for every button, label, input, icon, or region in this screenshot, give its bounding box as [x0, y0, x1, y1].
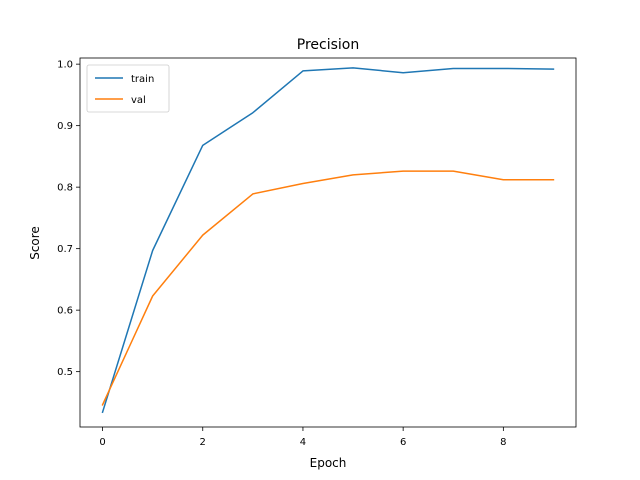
axes-frame	[79, 57, 577, 428]
y-tick-label: 0.8	[57, 183, 73, 194]
series-line-val	[101, 170, 555, 406]
x-tick-label: 4	[300, 437, 306, 448]
legend: train val	[86, 64, 170, 113]
y-tick-label: 0.6	[57, 306, 73, 317]
legend-label-val: val	[131, 95, 146, 106]
x-tick-label: 0	[99, 437, 105, 448]
x-tick-label: 6	[400, 437, 406, 448]
series-line-train	[101, 67, 555, 414]
y-tick-label: 0.5	[57, 367, 73, 378]
y-tick-label: 0.9	[57, 121, 73, 132]
y-tick-label: 0.7	[57, 244, 73, 255]
x-tick-label: 8	[500, 437, 506, 448]
x-axis-label: Epoch	[310, 456, 347, 470]
legend-box	[86, 64, 170, 113]
y-tick-label: 1.0	[57, 60, 73, 71]
chart-title: Precision	[297, 37, 359, 53]
plot-area: 0 2 4 6 8 0.5 0.6 0.7 0.8 0.9 1.0	[57, 57, 577, 448]
y-axis-label: Score	[28, 226, 42, 260]
legend-label-train: train	[131, 74, 154, 85]
x-tick-label: 2	[200, 437, 206, 448]
